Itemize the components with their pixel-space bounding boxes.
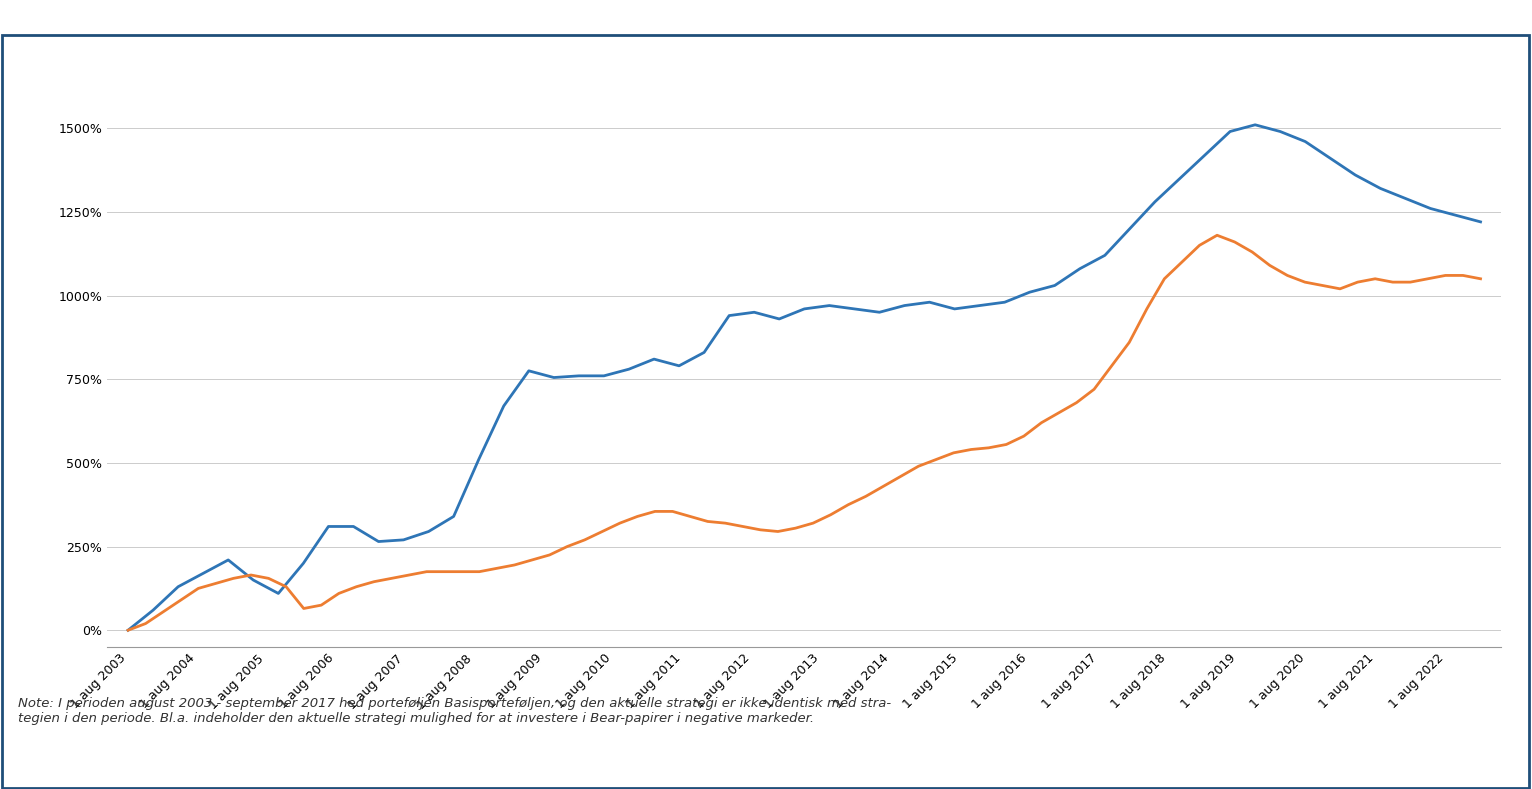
Text: Note: I perioden august 2003 - september 2017 hed porteføljen Basisporteføljen, : Note: I perioden august 2003 - september… xyxy=(18,697,892,725)
Text: Afkast siden start - Portefølje (Blå) <> Copenhagen Benchmark: Afkast siden start - Portefølje (Blå) <>… xyxy=(18,49,717,71)
